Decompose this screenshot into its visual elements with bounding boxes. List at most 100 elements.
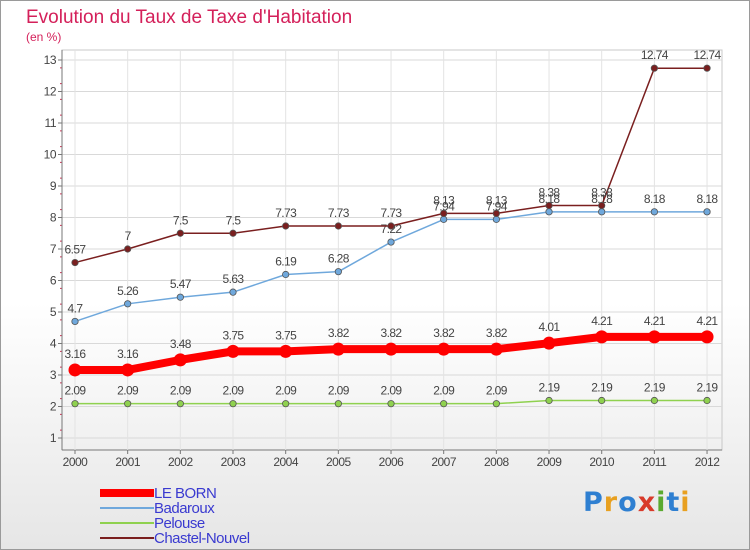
data-label: 2.09 <box>65 384 87 398</box>
data-label: 4.21 <box>591 314 613 328</box>
data-point <box>492 209 500 218</box>
logo-letter: P <box>583 487 604 518</box>
data-point <box>545 201 553 210</box>
data-label: 2.09 <box>275 384 297 398</box>
data-point <box>545 208 553 216</box>
logo-letter: r <box>603 487 619 518</box>
data-label: 3.16 <box>117 347 139 361</box>
data-point <box>700 330 714 344</box>
legend-swatch <box>100 537 154 539</box>
x-tick-label: 2007 <box>431 455 457 469</box>
data-label: 3.82 <box>328 326 350 340</box>
data-point <box>545 396 553 405</box>
data-label: 6.57 <box>65 243 87 257</box>
data-label: 12.74 <box>641 48 669 62</box>
y-tick-label: 1 <box>50 431 57 445</box>
data-label: 2.09 <box>117 384 139 398</box>
y-tick-label: 13 <box>44 53 57 67</box>
data-point <box>71 258 79 267</box>
data-label: 2.09 <box>223 384 245 398</box>
data-point <box>279 344 293 358</box>
legend-label: LE BORN <box>154 485 217 502</box>
x-tick-label: 2001 <box>115 455 141 469</box>
data-label: 5.63 <box>223 272 245 286</box>
y-tick-label: 2 <box>50 400 57 414</box>
data-point <box>229 229 237 237</box>
y-tick-label: 10 <box>44 148 57 162</box>
x-tick-label: 2000 <box>63 455 89 469</box>
x-tick-label: 2009 <box>537 455 563 469</box>
data-point <box>282 270 290 279</box>
data-point <box>334 268 342 276</box>
logo-letter: i <box>680 487 691 518</box>
data-label: 7.73 <box>381 206 403 220</box>
data-label: 8.13 <box>433 193 455 207</box>
data-point <box>650 64 658 72</box>
data-label: 4.7 <box>68 301 84 315</box>
chart-subtitle: (en %) <box>26 30 62 44</box>
legend-swatch <box>100 522 154 524</box>
data-point <box>331 342 345 356</box>
data-point <box>387 222 395 230</box>
data-label: 4.21 <box>697 314 719 328</box>
data-label: 8.18 <box>591 192 613 206</box>
data-label: 7.5 <box>173 213 189 227</box>
data-label: 3.16 <box>65 347 87 361</box>
data-label: 5.26 <box>117 284 139 298</box>
data-point <box>334 400 342 408</box>
data-point <box>229 400 237 408</box>
data-label: 8.38 <box>539 186 561 200</box>
data-label: 3.82 <box>433 326 455 340</box>
data-label: 4.21 <box>644 314 666 328</box>
data-point <box>650 208 658 216</box>
data-point <box>124 400 132 408</box>
data-label: 5.47 <box>170 277 192 291</box>
data-label: 7.94 <box>433 199 455 213</box>
x-tick-label: 2010 <box>589 455 615 469</box>
data-point <box>650 396 658 405</box>
logo-letter: x <box>637 487 657 518</box>
data-label: 2.09 <box>433 384 455 398</box>
data-label: 2.09 <box>170 384 192 398</box>
x-tick-label: 2011 <box>642 455 667 469</box>
data-label: 2.19 <box>539 381 561 395</box>
data-label: 3.82 <box>381 326 403 340</box>
data-label: 4.01 <box>539 320 561 334</box>
logo-letter: i <box>656 487 667 518</box>
data-label: 7.73 <box>275 206 297 220</box>
legend-swatch <box>100 489 154 497</box>
data-point <box>598 201 606 210</box>
data-point <box>595 330 609 344</box>
data-point <box>71 400 79 408</box>
data-point <box>176 293 184 301</box>
data-label: 3.75 <box>275 328 297 342</box>
y-tick-label: 4 <box>50 337 57 351</box>
data-label: 2.09 <box>381 384 403 398</box>
x-tick-label: 2008 <box>484 455 510 469</box>
data-point <box>334 222 342 230</box>
data-point <box>282 400 290 408</box>
data-point <box>282 222 290 230</box>
data-label: 6.19 <box>275 255 297 269</box>
data-point <box>121 363 135 377</box>
data-label: 2.09 <box>486 384 508 398</box>
data-point <box>173 353 187 367</box>
data-point <box>440 215 448 223</box>
data-point <box>384 342 398 356</box>
logo-letter: o <box>618 487 638 518</box>
data-label: 7 <box>125 229 132 243</box>
data-label: 8.38 <box>591 186 613 200</box>
data-label: 7.5 <box>226 213 242 227</box>
data-point <box>176 229 184 237</box>
legend-label: Pelouse <box>154 515 205 532</box>
y-tick-label: 12 <box>44 85 57 99</box>
y-tick-label: 5 <box>50 305 57 319</box>
data-point <box>647 330 661 344</box>
data-point <box>176 400 184 408</box>
data-point <box>598 396 606 405</box>
proxiti-logo: Proxiti <box>583 487 691 518</box>
data-point <box>542 336 556 350</box>
data-point <box>229 288 237 296</box>
data-point <box>71 317 79 326</box>
